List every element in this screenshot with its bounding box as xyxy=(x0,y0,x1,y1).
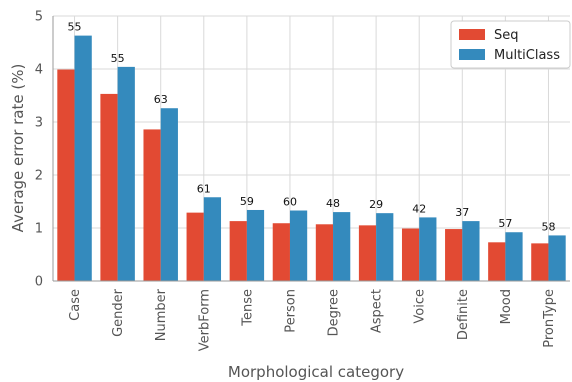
x-tick-labels: Case Gender Number VerbForm Tense Person Degre… xyxy=(68,288,557,351)
x-tick-label: Case xyxy=(68,289,83,321)
legend-swatch-seq xyxy=(459,29,485,40)
x-tick-label: Number xyxy=(154,288,169,341)
bar-annotation: 55 xyxy=(111,52,125,65)
bar-seq-degree xyxy=(315,224,334,281)
bar-seq-mood xyxy=(488,242,506,281)
bar-seq-person xyxy=(272,223,290,281)
bar-annotation: 58 xyxy=(541,220,555,233)
bar-multiclass-case xyxy=(74,35,92,281)
x-tick-label: Mood xyxy=(499,289,514,324)
bar-annotation: 60 xyxy=(283,196,297,209)
bar-multiclass-person xyxy=(289,210,308,281)
bar-seq-aspect xyxy=(358,225,377,281)
bar-annotation: 63 xyxy=(154,93,168,106)
bar-seq-verbform xyxy=(186,212,204,281)
bar-multiclass-mood xyxy=(505,232,523,281)
bar-annotation: 37 xyxy=(455,206,469,219)
bar-seq-definite xyxy=(445,229,463,281)
bar-multiclass-number xyxy=(160,108,178,281)
bar-multiclass-voice xyxy=(419,217,437,281)
bar-annotation: 57 xyxy=(498,217,512,230)
x-tick-label: Tense xyxy=(240,289,255,327)
bar-multiclass-prontype xyxy=(548,235,566,281)
bar-multiclass-degree xyxy=(333,212,351,281)
y-tick-labels: 0 1 2 3 4 5 xyxy=(35,10,43,290)
bar-seq-prontype xyxy=(531,243,549,281)
legend-swatch-multiclass xyxy=(459,49,485,60)
bar-multiclass-gender xyxy=(117,66,135,281)
x-tick-label: Voice xyxy=(413,289,428,324)
y-tick-label: 5 xyxy=(35,10,43,25)
bar-annotation: 42 xyxy=(412,202,426,215)
x-tick-label: VerbForm xyxy=(197,289,212,351)
x-tick-label: Degree xyxy=(327,289,342,336)
y-tick-label: 2 xyxy=(35,169,43,184)
y-tick-label: 4 xyxy=(35,63,43,78)
bar-annotation: 55 xyxy=(68,21,82,34)
y-tick-label: 1 xyxy=(35,222,43,237)
x-tick-label: PronType xyxy=(542,289,557,348)
bar-annotation: 59 xyxy=(240,195,254,208)
bar-seq-number xyxy=(143,129,161,281)
bar-seq-gender xyxy=(100,93,118,281)
x-tick-label: Gender xyxy=(111,288,126,337)
bar-multiclass-aspect xyxy=(376,213,394,281)
bars xyxy=(57,35,566,281)
x-axis-label: Morphological category xyxy=(228,363,404,381)
bar-multiclass-tense xyxy=(246,209,265,281)
bar-seq-case xyxy=(57,69,75,281)
bar-multiclass-definite xyxy=(462,221,480,281)
axes xyxy=(52,16,570,282)
x-tick-label: Aspect xyxy=(370,289,385,333)
bar-annotation: 61 xyxy=(197,182,211,195)
x-tick-label: Definite xyxy=(456,289,471,340)
y-axis-label: Average error rate (%) xyxy=(9,64,27,233)
bar-seq-tense xyxy=(229,221,247,281)
bar-multiclass-verbform xyxy=(203,197,222,281)
bar-seq-voice xyxy=(401,228,420,281)
bar-annotation: 29 xyxy=(369,198,383,211)
legend-label-multiclass: MultiClass xyxy=(494,48,560,63)
legend-label-seq: Seq xyxy=(494,28,519,43)
y-tick-label: 0 xyxy=(35,275,43,290)
x-tick-label: Person xyxy=(283,289,298,333)
legend: Seq MultiClass xyxy=(450,20,571,69)
bar-annotations: 55 55 63 61 59 60 48 29 42 37 57 58 xyxy=(68,21,556,234)
y-tick-label: 3 xyxy=(35,116,43,131)
bar-annotation: 48 xyxy=(326,197,340,210)
